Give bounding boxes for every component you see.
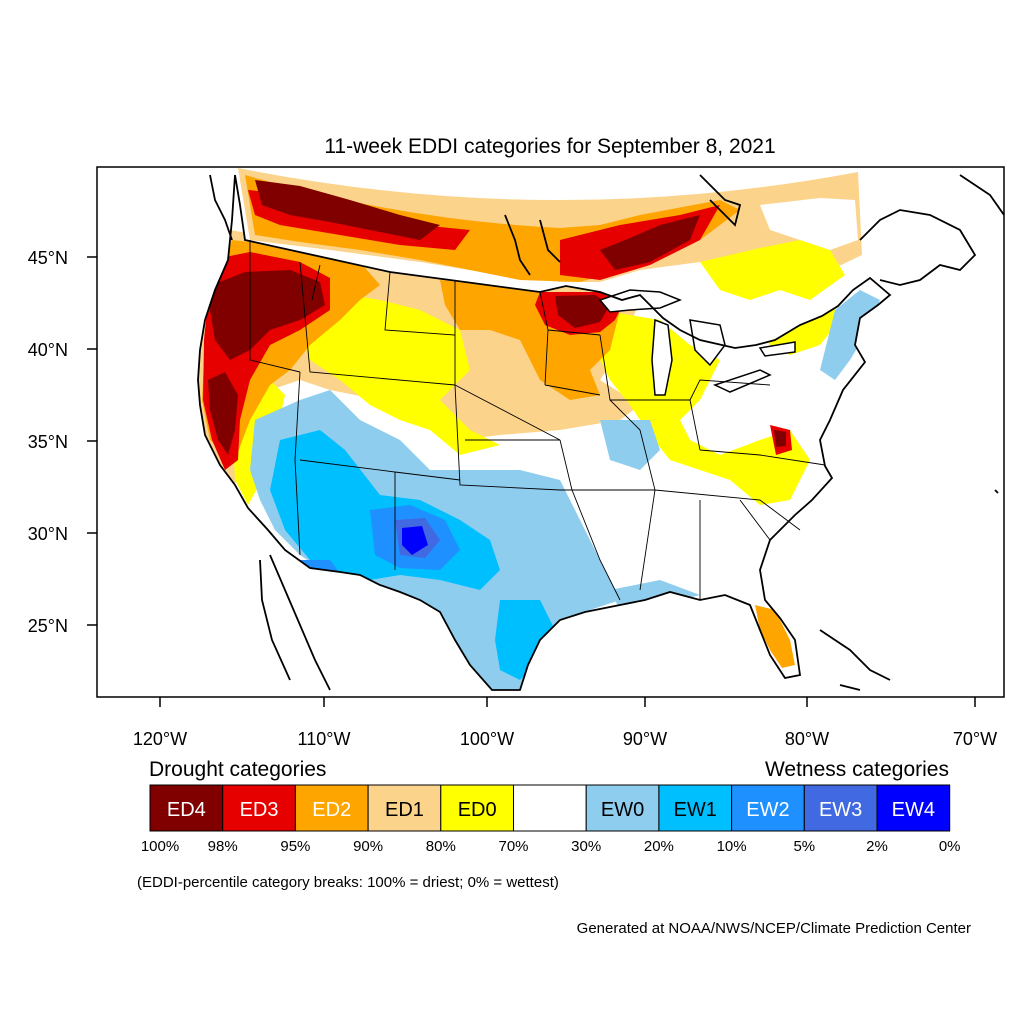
ew4-region-newmexico	[402, 526, 428, 555]
ed0-region-plains	[300, 290, 500, 455]
legend-break-label: 0%	[939, 838, 961, 855]
ed4-region-california	[208, 372, 238, 455]
map-frame	[96, 166, 1005, 698]
category-breaks-note: (EDDI-percentile category breaks: 100% =…	[137, 874, 559, 891]
lon-tick-label: 110°W	[298, 729, 351, 749]
legend-swatch	[440, 784, 514, 832]
map-area: 45°N 40°N 35°N 30°N 25°N 120°W 110°W 100°W 90°W…	[28, 166, 1005, 749]
lon-tick-label: 70°W	[953, 729, 997, 749]
ed4-region-oregon	[210, 270, 325, 360]
legend-swatch	[803, 784, 878, 832]
legend-swatch-label: EW3	[819, 799, 862, 821]
lat-tick-label: 25°N	[28, 616, 68, 636]
legend-swatch	[585, 784, 660, 832]
legend-swatch	[731, 784, 805, 832]
legend-break-label: 70%	[498, 838, 528, 855]
longitude-axis: 120°W 110°W 100°W 90°W 80°W 70°W	[133, 697, 997, 749]
legend-swatch-label: ED4	[167, 799, 206, 821]
lat-tick-label: 45°N	[28, 248, 68, 268]
legend-break-label: 95%	[280, 838, 310, 855]
legend-break-label: 90%	[353, 838, 383, 855]
legend-break-labels: 100% 98% 95% 90% 80% 70% 30% 20% 10% 5% 2% 0%	[141, 838, 961, 855]
lon-tick-label: 90°W	[623, 729, 667, 749]
canada-ed4-patches	[255, 180, 700, 270]
ed0-region-midwest	[595, 310, 810, 505]
lat-tick-label: 35°N	[28, 432, 68, 452]
ed2-region-florida	[755, 605, 795, 668]
legend-swatch-label: EW2	[746, 799, 789, 821]
legend-swatch	[513, 784, 587, 832]
legend-swatch-label: ED1	[385, 799, 424, 821]
lon-tick-label: 80°W	[785, 729, 829, 749]
legend-swatch	[222, 784, 296, 832]
legend-break-label: 98%	[208, 838, 238, 855]
legend-break-label: 2%	[866, 838, 888, 855]
legend-swatch	[294, 784, 369, 832]
legend-swatch-label: EW4	[892, 799, 935, 821]
drought-categories-heading: Drought categories	[149, 758, 326, 781]
mexico-coastlines	[259, 554, 891, 691]
lake-erie	[712, 369, 772, 393]
wetness-categories-heading: Wetness categories	[765, 758, 949, 781]
canada-ed0-patches	[700, 240, 845, 300]
lon-tick-label: 100°W	[460, 729, 514, 749]
legend-swatch-label: ED3	[240, 799, 279, 821]
legend-swatch	[367, 784, 442, 832]
canada-coastlines	[209, 174, 1004, 494]
latitude-axis: 45°N 40°N 35°N 30°N 25°N	[28, 248, 97, 636]
chart-title: 11-week EDDI categories for September 8,…	[324, 135, 775, 158]
ed4-region-virginia	[774, 430, 786, 447]
ew0-region-midwest	[600, 420, 660, 470]
legend-break-label: 80%	[426, 838, 456, 855]
lon-tick-label: 120°W	[133, 729, 187, 749]
canada-white-patches	[760, 198, 858, 250]
ed4-region-minnesota	[555, 295, 610, 328]
legend-break-label: 5%	[793, 838, 815, 855]
legend-swatch	[876, 784, 951, 832]
lat-tick-label: 40°N	[28, 340, 68, 360]
lake-ontario	[758, 341, 796, 357]
credit-line: Generated at NOAA/NWS/NCEP/Climate Predi…	[577, 920, 971, 937]
legend-break-label: 20%	[644, 838, 674, 855]
lat-tick-label: 30°N	[28, 524, 68, 544]
ew0-region-northeast	[820, 290, 880, 380]
legend-break-label: 30%	[571, 838, 601, 855]
state-boundaries	[249, 240, 826, 601]
lake-superior	[598, 289, 683, 313]
legend-swatch-label: ED2	[312, 799, 351, 821]
legend-colorbar: ED4 ED3 ED2 ED1 ED0 EW0 EW1 EW2 EW3 EW4	[149, 784, 951, 832]
legend-break-label: 100%	[141, 838, 179, 855]
legend-swatch-label: EW1	[674, 799, 717, 821]
legend-swatch-label: EW0	[601, 799, 644, 821]
legend-break-label: 10%	[717, 838, 747, 855]
legend-swatch-label: ED0	[458, 799, 497, 821]
legend-swatch	[149, 784, 224, 832]
legend-swatch	[658, 784, 733, 832]
lake-michigan	[651, 318, 673, 396]
